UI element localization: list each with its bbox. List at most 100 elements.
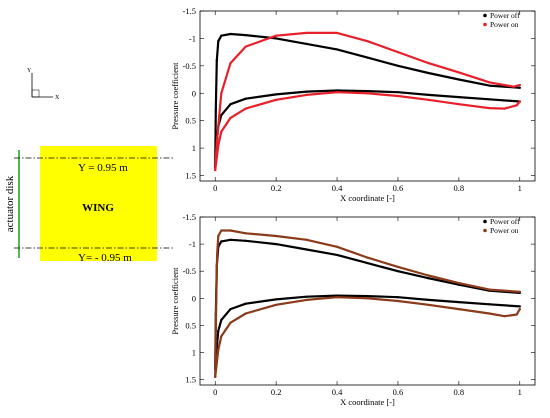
data-point: [488, 303, 491, 306]
data-point: [220, 92, 223, 95]
y-tick-label: 1: [192, 143, 196, 153]
axis-x-label: X: [55, 95, 60, 101]
data-point: [515, 104, 518, 107]
data-point: [217, 234, 220, 238]
span-label-top: Y = 0.95 m: [78, 162, 128, 174]
data-point: [488, 84, 491, 87]
y-tick-label: 1: [192, 347, 196, 357]
x-tick-label: 0.4: [332, 387, 343, 397]
data-point: [515, 313, 518, 316]
data-point: [214, 108, 217, 111]
series-line-upper: [214, 31, 521, 172]
data-point: [335, 296, 339, 299]
data-point: [305, 298, 308, 302]
series-line-lower: [214, 294, 521, 370]
legend-marker: [483, 228, 487, 233]
data-point: [518, 83, 521, 87]
data-point: [275, 37, 278, 40]
data-point: [220, 130, 223, 133]
series-line-upper: [214, 32, 521, 169]
data-point: [396, 91, 400, 94]
data-point: [229, 61, 232, 65]
data-point: [305, 31, 308, 35]
data-point: [335, 31, 339, 35]
cp-chart-top: 0 0.2 0.4 0.6 0.8 1 -1.5 -1 -0.5 0 0.5 1 1.5 X coordi…: [170, 6, 536, 203]
data-point: [244, 302, 247, 305]
data-point: [488, 312, 491, 315]
data-point: [396, 64, 400, 67]
legend-marker: [483, 13, 487, 18]
data-point: [305, 93, 308, 97]
data-point: [366, 297, 369, 300]
x-tick-label: 0.8: [454, 387, 465, 397]
data-point: [488, 81, 491, 84]
data-point: [244, 97, 247, 100]
data-point: [214, 375, 217, 378]
data-point: [305, 42, 308, 46]
data-point: [244, 232, 247, 235]
data-point: [518, 100, 521, 103]
data-point: [427, 98, 430, 101]
series-line-lower: [214, 296, 521, 378]
data-point: [275, 242, 278, 246]
data-point: [220, 229, 223, 232]
data-point: [366, 256, 369, 259]
y-tick-label: 1.5: [185, 171, 196, 181]
series-line-upper: [214, 229, 521, 378]
data-point: [229, 116, 232, 120]
series-line-lower: [214, 89, 521, 169]
data-point: [488, 98, 491, 101]
y-tick-label: 0: [192, 293, 196, 303]
data-point: [220, 318, 223, 322]
data-point: [335, 91, 339, 94]
data-point: [275, 93, 278, 96]
x-tick-label: 0.4: [332, 183, 343, 193]
y-tick-label: -1: [189, 33, 196, 43]
data-point: [427, 303, 430, 306]
actuator-disk-label: actuator disk: [4, 175, 16, 232]
data-point: [215, 141, 218, 144]
x-tick-label: 0.8: [454, 183, 465, 193]
data-point: [244, 239, 247, 242]
data-point: [220, 34, 223, 37]
plot-frame: [199, 10, 536, 182]
data-point: [366, 40, 369, 43]
data-point: [457, 282, 460, 285]
data-point: [396, 51, 400, 54]
data-point: [427, 93, 430, 97]
data-point: [335, 245, 339, 248]
y-tick-label: -1.5: [183, 212, 196, 222]
data-point: [457, 95, 460, 99]
data-point: [366, 92, 369, 95]
data-point: [503, 107, 506, 110]
data-point: [427, 277, 430, 280]
data-point: [275, 34, 278, 37]
x-tick-label: 0.6: [393, 183, 404, 193]
data-point: [217, 348, 220, 351]
data-point: [518, 290, 521, 293]
legend-marker: [483, 22, 487, 27]
data-point: [229, 103, 232, 106]
data-point: [396, 296, 400, 299]
y-axis-label: Pressure coefficient: [170, 62, 180, 130]
data-point: [275, 298, 278, 301]
y-tick-label: 1.5: [185, 375, 196, 385]
y-axis-label: Pressure coefficient: [170, 267, 180, 335]
data-point: [220, 240, 223, 243]
series-line-lower: [214, 91, 521, 172]
x-tick-label: 1: [518, 183, 522, 193]
series-power-on: [214, 229, 521, 378]
data-point: [335, 253, 339, 257]
data-point: [335, 48, 339, 51]
data-point: [244, 34, 247, 37]
data-point: [244, 45, 247, 48]
y-tick-label: -0.5: [183, 266, 196, 276]
wing-rectangle: [40, 146, 157, 261]
data-point: [275, 303, 278, 306]
data-point: [229, 229, 232, 232]
data-point: [220, 114, 223, 117]
y-tick-label: 0.5: [185, 116, 196, 126]
data-point: [217, 40, 220, 43]
data-point: [244, 107, 247, 110]
